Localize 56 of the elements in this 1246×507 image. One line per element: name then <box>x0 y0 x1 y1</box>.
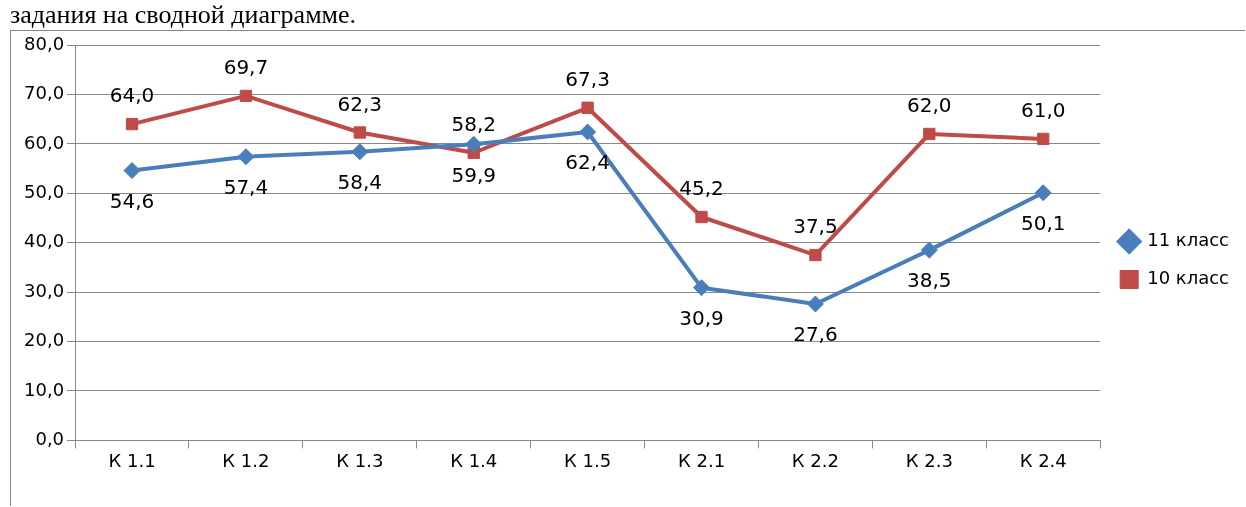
point <box>923 127 936 141</box>
y-tick-label: 70,0 <box>24 82 65 104</box>
point <box>579 123 597 141</box>
point <box>693 279 711 297</box>
point <box>581 101 594 114</box>
data-label: 67,3 <box>565 66 610 91</box>
x-tick-label: К 1.1 <box>108 449 156 471</box>
y-tick-label: 30,0 <box>24 279 65 301</box>
point <box>695 210 708 224</box>
y-tick-label: 0,0 <box>35 428 65 450</box>
y-tick-label: 20,0 <box>24 329 65 351</box>
data-label: 61,0 <box>1020 98 1066 123</box>
data-label: 27,6 <box>793 322 838 347</box>
y-tick-label: 60,0 <box>24 131 65 153</box>
point <box>125 117 139 131</box>
point <box>920 241 938 259</box>
data-label: 69,7 <box>223 55 269 80</box>
point <box>806 295 824 313</box>
text: задания на сводной диаграмме. <box>10 0 357 30</box>
point <box>237 148 255 166</box>
point <box>351 143 369 161</box>
x-tick-label: К 1.3 <box>336 449 384 471</box>
x-tick-label: К 2.3 <box>905 449 953 471</box>
legend-label: 10 класс <box>1147 267 1229 289</box>
data-label: 59,9 <box>451 162 496 187</box>
data-label: 58,4 <box>337 169 383 194</box>
point <box>1037 132 1050 146</box>
x-tick-label: К 1.4 <box>450 449 498 471</box>
data-label: 64,0 <box>109 83 155 108</box>
data-label: 45,2 <box>679 176 724 201</box>
y-tick-label: 80,0 <box>24 32 65 54</box>
point <box>465 135 483 153</box>
data-label: 62,3 <box>337 91 383 116</box>
data-label: 54,6 <box>109 188 155 213</box>
point <box>123 162 141 180</box>
data-label: 62,4 <box>565 150 610 175</box>
data-label: 30,9 <box>679 305 724 330</box>
x-tick-label: К 1.2 <box>222 449 270 471</box>
x-tick-label: К 2.1 <box>677 449 726 471</box>
data-label: 58,2 <box>451 111 496 136</box>
data-label: 62,0 <box>907 93 952 118</box>
x-tick-label: К 1.5 <box>564 449 612 471</box>
data-label: 38,5 <box>907 268 952 293</box>
data-label: 57,4 <box>223 174 269 199</box>
data-label: 50,1 <box>1020 210 1066 235</box>
x-tick-label: К 2.2 <box>791 449 839 471</box>
y-tick-label: 50,0 <box>24 180 65 202</box>
x-tick-label: К 2.4 <box>1019 449 1067 471</box>
point <box>353 126 366 139</box>
y-tick-label: 40,0 <box>24 230 65 252</box>
y-tick-label: 10,0 <box>24 378 65 400</box>
point <box>1034 184 1052 202</box>
legend-label: 11 класс <box>1147 229 1229 251</box>
point <box>239 89 253 103</box>
data-label: 37,5 <box>793 214 838 239</box>
point <box>809 248 822 262</box>
